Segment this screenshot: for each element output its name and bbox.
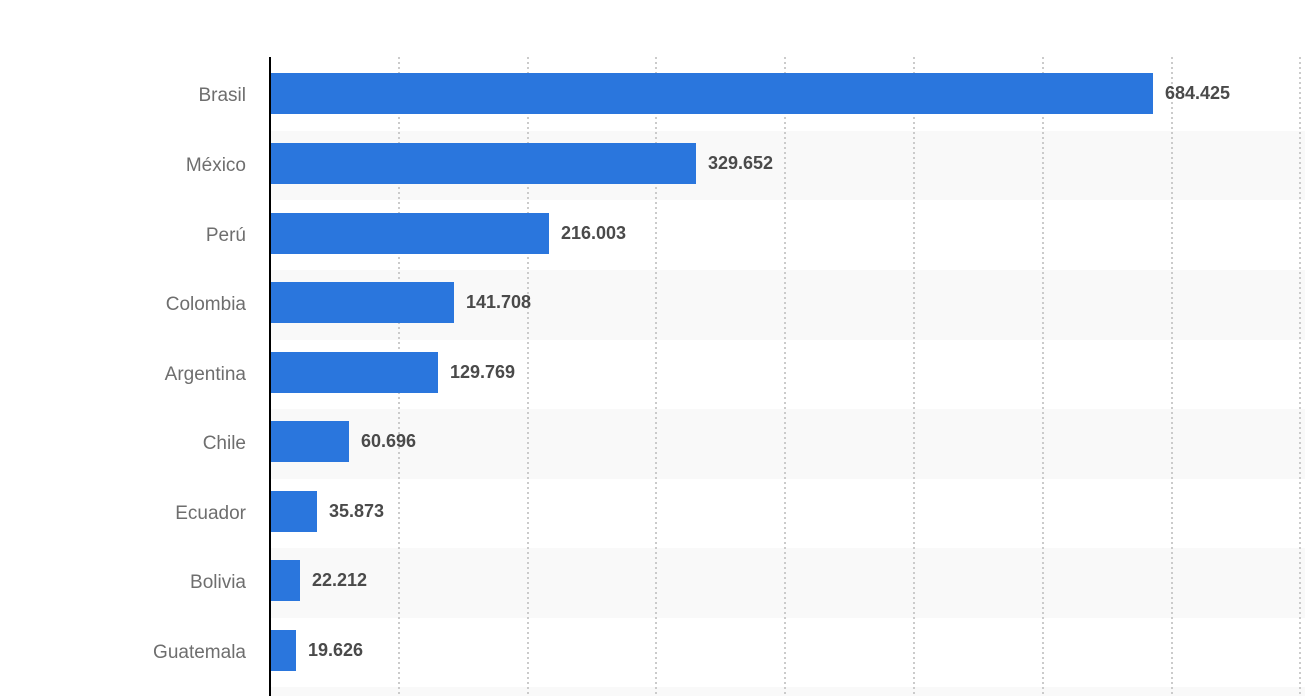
category-label: Chile bbox=[202, 433, 246, 455]
value-label: 22.212 bbox=[312, 570, 368, 591]
bar-chile[interactable] bbox=[271, 421, 349, 463]
row-band bbox=[270, 409, 1305, 479]
value-label: 19.626 bbox=[308, 639, 364, 660]
category-label: Colombia bbox=[165, 294, 246, 316]
row-band bbox=[270, 618, 1305, 688]
bar-bolivia[interactable] bbox=[271, 560, 300, 602]
value-label: 216.003 bbox=[561, 222, 627, 243]
bar-peru[interactable] bbox=[271, 212, 549, 254]
bar-argentina[interactable] bbox=[271, 351, 438, 393]
category-label: Perú bbox=[205, 224, 246, 246]
x-gridline bbox=[913, 57, 916, 696]
bar-guatemala[interactable] bbox=[271, 629, 296, 671]
category-label: México bbox=[185, 154, 246, 176]
bar-colombia[interactable] bbox=[271, 282, 454, 324]
y-axis-line bbox=[269, 57, 271, 696]
plot-area: 684.425 329.652 216.003 141.708 129.769 60.69… bbox=[270, 57, 1305, 696]
value-label: 35.873 bbox=[329, 500, 385, 521]
category-label: Ecuador bbox=[175, 502, 246, 524]
x-gridline bbox=[1041, 57, 1044, 696]
row-band bbox=[270, 548, 1305, 618]
value-label: 60.696 bbox=[361, 431, 417, 452]
category-label: Guatemala bbox=[153, 641, 246, 663]
x-gridline bbox=[1299, 57, 1302, 696]
x-gridline bbox=[1170, 57, 1173, 696]
row-band bbox=[270, 687, 1305, 696]
category-axis-labels: Brasil México Perú Colombia Argentina Chile Ec… bbox=[0, 57, 246, 696]
value-label: 141.708 bbox=[466, 292, 532, 313]
row-band bbox=[270, 479, 1305, 549]
category-label: Bolivia bbox=[190, 572, 246, 594]
value-label: 684.425 bbox=[1165, 83, 1231, 104]
bar-mexico[interactable] bbox=[271, 142, 696, 184]
x-gridline bbox=[784, 57, 787, 696]
value-label: 329.652 bbox=[708, 152, 774, 173]
value-label: 129.769 bbox=[450, 361, 516, 382]
category-label: Brasil bbox=[198, 85, 246, 107]
bar-ecuador[interactable] bbox=[271, 490, 317, 532]
category-label: Argentina bbox=[164, 363, 246, 385]
x-gridline bbox=[655, 57, 658, 696]
x-gridline bbox=[526, 57, 529, 696]
bar-brasil[interactable] bbox=[271, 73, 1153, 115]
